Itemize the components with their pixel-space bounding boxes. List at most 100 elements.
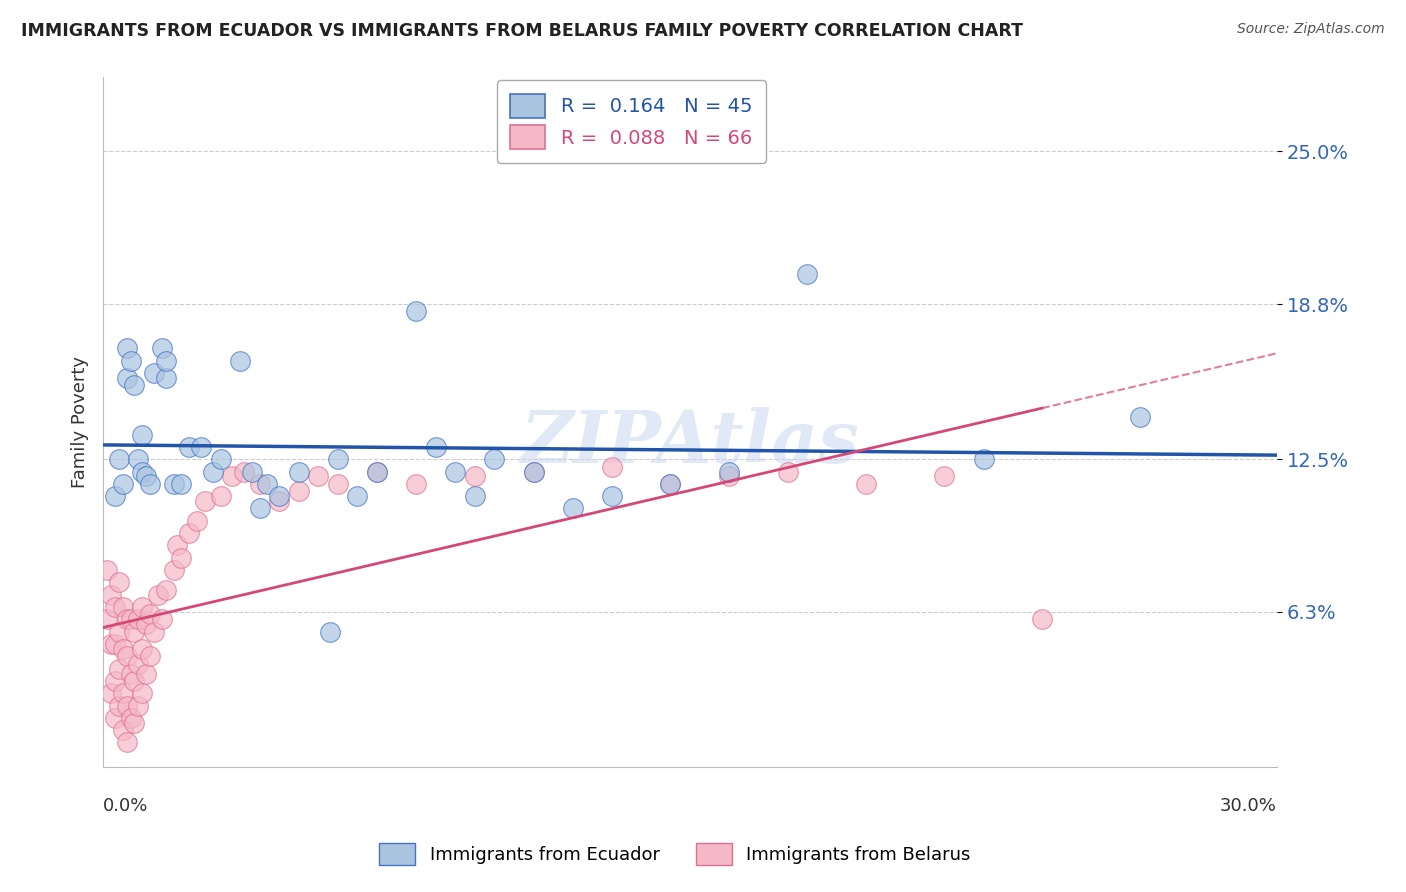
Point bbox=[96, 612, 118, 626]
Point bbox=[100, 637, 122, 651]
Point bbox=[269, 494, 291, 508]
Text: 30.0%: 30.0% bbox=[1220, 797, 1277, 814]
Point bbox=[186, 514, 208, 528]
Point bbox=[115, 698, 138, 713]
Point bbox=[131, 427, 153, 442]
Point bbox=[307, 469, 329, 483]
Y-axis label: Family Poverty: Family Poverty bbox=[72, 356, 89, 488]
Point bbox=[366, 465, 388, 479]
Point bbox=[115, 371, 138, 385]
Point bbox=[600, 489, 623, 503]
Point bbox=[143, 366, 166, 380]
Point bbox=[464, 469, 486, 483]
Point bbox=[718, 469, 741, 483]
Point bbox=[659, 476, 682, 491]
Point bbox=[124, 673, 146, 688]
Text: 0.0%: 0.0% bbox=[103, 797, 149, 814]
Point bbox=[139, 649, 162, 664]
Point bbox=[107, 624, 129, 639]
Point bbox=[115, 649, 138, 664]
Point bbox=[444, 465, 467, 479]
Point bbox=[143, 624, 166, 639]
Point bbox=[221, 469, 243, 483]
Point bbox=[155, 353, 177, 368]
Point bbox=[269, 489, 291, 503]
Point bbox=[120, 612, 142, 626]
Point bbox=[346, 489, 368, 503]
Point bbox=[170, 550, 193, 565]
Point bbox=[209, 452, 232, 467]
Point bbox=[166, 538, 188, 552]
Point bbox=[104, 637, 127, 651]
Point bbox=[170, 476, 193, 491]
Point bbox=[484, 452, 506, 467]
Point bbox=[127, 657, 149, 671]
Point bbox=[155, 371, 177, 385]
Point bbox=[131, 641, 153, 656]
Point bbox=[150, 612, 173, 626]
Point bbox=[973, 452, 995, 467]
Point bbox=[366, 465, 388, 479]
Point bbox=[240, 465, 263, 479]
Point bbox=[405, 476, 427, 491]
Point bbox=[249, 501, 271, 516]
Point bbox=[115, 342, 138, 356]
Legend: R =  0.164   N = 45, R =  0.088   N = 66: R = 0.164 N = 45, R = 0.088 N = 66 bbox=[496, 80, 766, 162]
Point bbox=[111, 686, 134, 700]
Point bbox=[135, 469, 157, 483]
Point bbox=[127, 452, 149, 467]
Point bbox=[146, 588, 169, 602]
Point bbox=[319, 624, 342, 639]
Point bbox=[155, 582, 177, 597]
Point bbox=[464, 489, 486, 503]
Point bbox=[233, 465, 256, 479]
Point bbox=[111, 641, 134, 656]
Point bbox=[718, 465, 741, 479]
Text: IMMIGRANTS FROM ECUADOR VS IMMIGRANTS FROM BELARUS FAMILY POVERTY CORRELATION CH: IMMIGRANTS FROM ECUADOR VS IMMIGRANTS FR… bbox=[21, 22, 1024, 40]
Point bbox=[111, 476, 134, 491]
Point bbox=[131, 465, 153, 479]
Point bbox=[179, 526, 201, 541]
Point bbox=[107, 662, 129, 676]
Point bbox=[561, 501, 583, 516]
Point bbox=[194, 494, 217, 508]
Point bbox=[776, 465, 799, 479]
Point bbox=[115, 735, 138, 749]
Point bbox=[124, 715, 146, 730]
Point bbox=[287, 484, 309, 499]
Point bbox=[139, 476, 162, 491]
Point bbox=[256, 476, 278, 491]
Point bbox=[120, 711, 142, 725]
Text: ZIPAtlas: ZIPAtlas bbox=[520, 408, 859, 478]
Point bbox=[179, 440, 201, 454]
Point bbox=[1129, 410, 1152, 425]
Legend: Immigrants from Ecuador, Immigrants from Belarus: Immigrants from Ecuador, Immigrants from… bbox=[370, 834, 980, 874]
Point bbox=[115, 612, 138, 626]
Point bbox=[107, 452, 129, 467]
Point bbox=[107, 698, 129, 713]
Point bbox=[249, 476, 271, 491]
Point bbox=[425, 440, 447, 454]
Point bbox=[124, 378, 146, 392]
Point bbox=[855, 476, 877, 491]
Point bbox=[201, 465, 224, 479]
Point bbox=[127, 612, 149, 626]
Point bbox=[135, 666, 157, 681]
Point bbox=[326, 452, 349, 467]
Point bbox=[522, 465, 544, 479]
Point bbox=[150, 342, 173, 356]
Point bbox=[229, 353, 252, 368]
Point bbox=[124, 624, 146, 639]
Point bbox=[96, 563, 118, 577]
Point bbox=[104, 673, 127, 688]
Point bbox=[104, 489, 127, 503]
Point bbox=[120, 666, 142, 681]
Point bbox=[107, 575, 129, 590]
Point bbox=[131, 686, 153, 700]
Point bbox=[120, 353, 142, 368]
Point bbox=[209, 489, 232, 503]
Point bbox=[405, 304, 427, 318]
Point bbox=[111, 600, 134, 615]
Point bbox=[104, 600, 127, 615]
Point bbox=[190, 440, 212, 454]
